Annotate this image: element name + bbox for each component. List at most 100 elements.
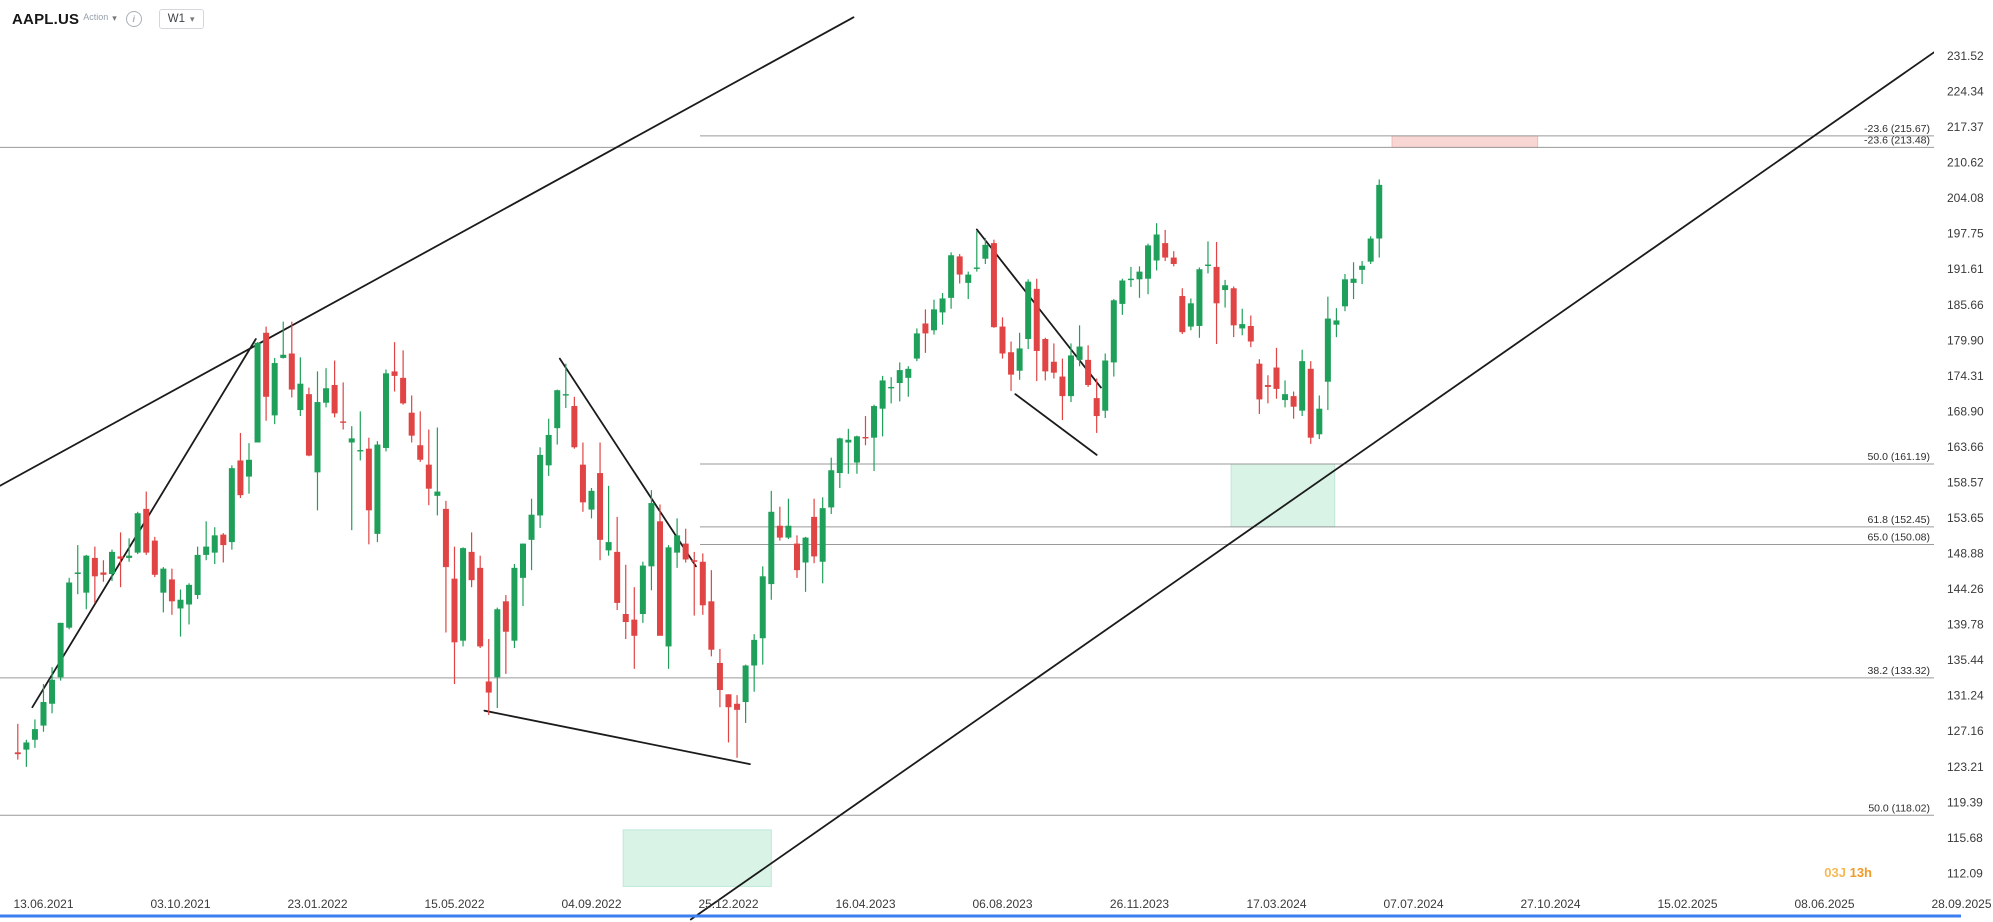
candle-body [871, 406, 878, 438]
candle-body [691, 560, 698, 562]
candle [965, 271, 972, 300]
candle-body [828, 470, 835, 508]
chevron-down-icon: ▾ [190, 14, 195, 24]
candle [1170, 251, 1177, 267]
candle [1187, 298, 1194, 331]
base-line-2022-lows[interactable] [483, 709, 751, 766]
candle [331, 360, 338, 418]
symbol-name: AAPL.US [12, 10, 80, 28]
symbol-selector[interactable]: AAPL.US Action ▾ [12, 11, 117, 28]
candle [194, 546, 201, 599]
candle-body [211, 535, 218, 553]
ascending-resistance-2021[interactable] [0, 16, 855, 487]
candle [323, 368, 330, 408]
fib-levels-layer: -23.6 (215.67)-23.6 (213.48) 50.0 (161.19… [0, 123, 1934, 816]
candle-body [40, 702, 47, 726]
candle-body [785, 525, 792, 538]
candle [31, 719, 38, 748]
candle-body [605, 542, 612, 551]
candle [151, 536, 158, 578]
candle [49, 667, 56, 714]
candle [742, 664, 749, 723]
candle-body [853, 436, 860, 463]
descending-support-2023[interactable] [1014, 393, 1098, 456]
x-axis-label: 17.03.2024 [1246, 897, 1306, 911]
candle [999, 317, 1006, 359]
candle-body [425, 464, 432, 489]
y-axis-label: 158.57 [1947, 475, 1984, 489]
candle-body [1359, 265, 1366, 270]
candle-body [888, 386, 895, 389]
candle [674, 518, 681, 568]
timeframe-selector[interactable]: W1 ▾ [158, 9, 204, 29]
candle-body [674, 535, 681, 553]
candle [1153, 223, 1160, 271]
candle [288, 321, 295, 398]
candle-body [1093, 398, 1100, 417]
candle [990, 239, 997, 328]
candle-body [1153, 234, 1160, 261]
candle [554, 389, 561, 445]
candle-body [879, 380, 886, 409]
candle-body [1299, 361, 1306, 411]
candle [922, 309, 929, 353]
y-axis-label: 210.62 [1947, 156, 1984, 170]
y-axis-label: 204.08 [1947, 191, 1984, 205]
candle-body [1213, 266, 1220, 304]
support-zone-fib-50-618[interactable] [1230, 463, 1336, 528]
candle [631, 587, 638, 669]
candle [1213, 241, 1220, 345]
candle [725, 694, 732, 743]
x-axis-label: 15.02.2025 [1657, 897, 1717, 911]
timeline-scrollbar[interactable] [0, 914, 1961, 918]
support-zone-lower[interactable] [622, 829, 772, 887]
y-axis-label: 148.88 [1947, 547, 1984, 561]
zones-layer [622, 135, 1539, 887]
candle [1050, 343, 1057, 379]
candle-body [656, 521, 663, 636]
candle-body [502, 601, 509, 632]
x-axis-label: 26.11.2023 [1110, 897, 1169, 911]
candle-body [100, 572, 107, 575]
x-axis-label: 23.01.2022 [287, 897, 347, 911]
candle-body [751, 639, 758, 666]
candle [656, 504, 663, 636]
candle [391, 342, 398, 392]
y-axis-label: 127.16 [1947, 724, 1984, 738]
candle [1273, 347, 1280, 399]
candle-body [203, 546, 210, 555]
candle-body [177, 599, 184, 609]
candle [537, 447, 544, 528]
fib-level-label: -23.6 (215.67) [1864, 123, 1930, 135]
info-icon[interactable]: i [125, 11, 142, 27]
candle-body [845, 439, 852, 443]
candle-body [288, 353, 295, 390]
x-axis-label: 06.08.2023 [972, 897, 1032, 911]
major-ascending-support[interactable] [689, 47, 1942, 921]
resistance-zone-fib-extension[interactable] [1391, 135, 1539, 148]
fib-level-label: 65.0 (150.08) [1868, 531, 1930, 543]
candle-body [126, 555, 133, 558]
candle [1016, 332, 1023, 380]
candle [888, 377, 895, 404]
candle-body [802, 537, 809, 563]
candle-body [186, 584, 193, 605]
candle-body [905, 368, 912, 378]
candle-body [896, 370, 903, 384]
descending-resistance-2022[interactable] [558, 357, 697, 568]
instrument-type-label: Action [83, 11, 109, 22]
y-axis-label: 131.24 [1947, 689, 1984, 703]
candle [365, 437, 372, 545]
candle-body [108, 551, 115, 575]
y-axis-label: 168.90 [1947, 404, 1984, 418]
candle [485, 639, 492, 716]
candle [468, 532, 475, 588]
candle-body [151, 540, 158, 575]
candle [143, 491, 150, 555]
y-axis-label: 123.21 [1947, 760, 1984, 774]
candle-body [23, 742, 30, 750]
candle [1145, 243, 1152, 295]
y-axis-label: 179.90 [1947, 333, 1984, 347]
candle-body [468, 551, 475, 581]
